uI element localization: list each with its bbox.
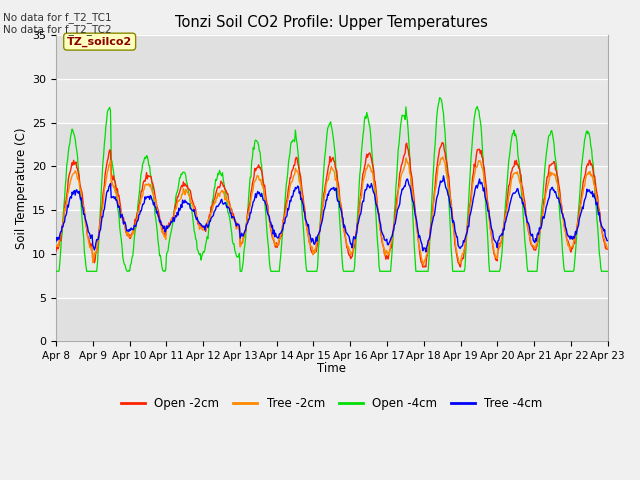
Open -4cm [204,236,212,241]
Open -2cm [175,192,182,197]
Line: Tree -2cm: Tree -2cm [56,157,608,265]
Tree -2cm [415,243,423,249]
Tree -2cm [204,218,212,224]
Tree -2cm [420,262,428,268]
Bar [56,298,608,341]
Open -4cm [604,268,612,274]
Bar [56,210,608,254]
Tree -4cm [415,234,423,240]
Open -4cm [62,176,70,182]
Tree -4cm [52,238,60,244]
Open -2cm [604,246,612,252]
Bar [56,167,608,210]
Open -2cm [415,242,423,248]
Bar [56,36,608,79]
Text: TZ_soilco2: TZ_soilco2 [67,36,132,47]
Tree -2cm [604,246,612,252]
Open -2cm [439,140,447,145]
Line: Open -4cm: Open -4cm [56,97,608,271]
Tree -2cm [52,243,60,249]
Open -2cm [52,249,60,254]
Tree -4cm [422,249,429,255]
Text: No data for f_T2_TC2: No data for f_T2_TC2 [3,24,112,35]
Tree -4cm [204,225,212,230]
Title: Tonzi Soil CO2 Profile: Upper Temperatures: Tonzi Soil CO2 Profile: Upper Temperatur… [175,15,488,30]
Line: Open -2cm: Open -2cm [56,143,608,267]
Tree -4cm [604,238,612,243]
X-axis label: Time: Time [317,362,346,375]
Line: Tree -4cm: Tree -4cm [56,176,608,252]
Text: No data for f_T2_TC1: No data for f_T2_TC1 [3,12,112,23]
Tree -2cm [399,168,406,174]
Open -2cm [62,198,70,204]
Bar [56,254,608,298]
Legend: Open -2cm, Tree -2cm, Open -4cm, Tree -4cm: Open -2cm, Tree -2cm, Open -4cm, Tree -4… [116,392,547,415]
Open -4cm [119,253,127,259]
Y-axis label: Soil Temperature (C): Soil Temperature (C) [15,128,28,249]
Tree -4cm [440,173,447,179]
Tree -2cm [62,203,70,208]
Open -4cm [415,268,423,274]
Open -2cm [419,264,427,270]
Open -4cm [399,112,406,118]
Tree -2cm [439,154,447,160]
Bar [56,123,608,167]
Tree -2cm [175,198,182,204]
Bar [56,79,608,123]
Open -2cm [399,158,406,164]
Open -4cm [52,268,60,274]
Tree -4cm [175,205,182,211]
Tree -4cm [62,213,70,218]
Open -2cm [204,218,212,224]
Tree -4cm [119,215,127,220]
Open -4cm [436,95,444,100]
Tree -4cm [399,187,406,192]
Open -2cm [119,217,127,223]
Open -4cm [175,181,182,187]
Tree -2cm [119,218,127,224]
